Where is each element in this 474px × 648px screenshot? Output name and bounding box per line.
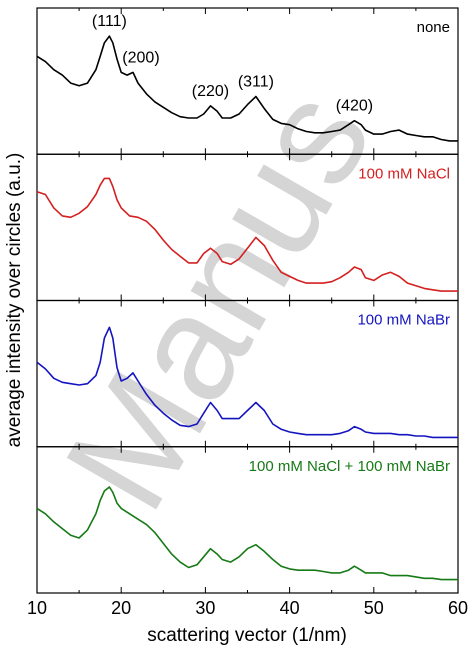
panel-label: 100 mM NaCl + 100 mM NaBr — [249, 458, 450, 475]
axes: 10 20 30 40 50 60 (111) (200) (220) (311) (420) — [27, 13, 468, 618]
x-tick-label: 60 — [448, 598, 468, 618]
series-line-2 — [36, 177, 458, 292]
panel-label: 100 mM NaBr — [357, 312, 450, 329]
peak-label: (111) — [92, 13, 127, 30]
peak-label: (420) — [336, 98, 373, 115]
plot-area: none 100 mM NaCl 100 mM NaBr 100 mM NaCl + … — [36, 7, 459, 594]
y-axis-label: average intensity over circles (a.u.) — [4, 153, 25, 448]
series-line-4 — [36, 486, 458, 581]
panel-label: 100 mM NaCl — [358, 165, 450, 182]
x-tick-label: 40 — [280, 598, 300, 618]
peak-label: (200) — [122, 49, 159, 66]
x-tick-label: 20 — [111, 598, 131, 618]
series-line-1 — [36, 35, 458, 142]
x-tick-label: 30 — [195, 598, 215, 618]
peak-label: (220) — [192, 83, 229, 100]
x-tick-label: 50 — [364, 598, 384, 618]
panel-4: 100 mM NaCl + 100 mM NaBr — [36, 446, 459, 594]
series-line-3 — [36, 326, 458, 439]
peak-label: (311) — [238, 74, 274, 91]
x-axis-label: scattering vector (1/nm) — [147, 625, 347, 646]
panel-label: none — [417, 19, 450, 36]
x-tick-label: 10 — [27, 598, 47, 618]
